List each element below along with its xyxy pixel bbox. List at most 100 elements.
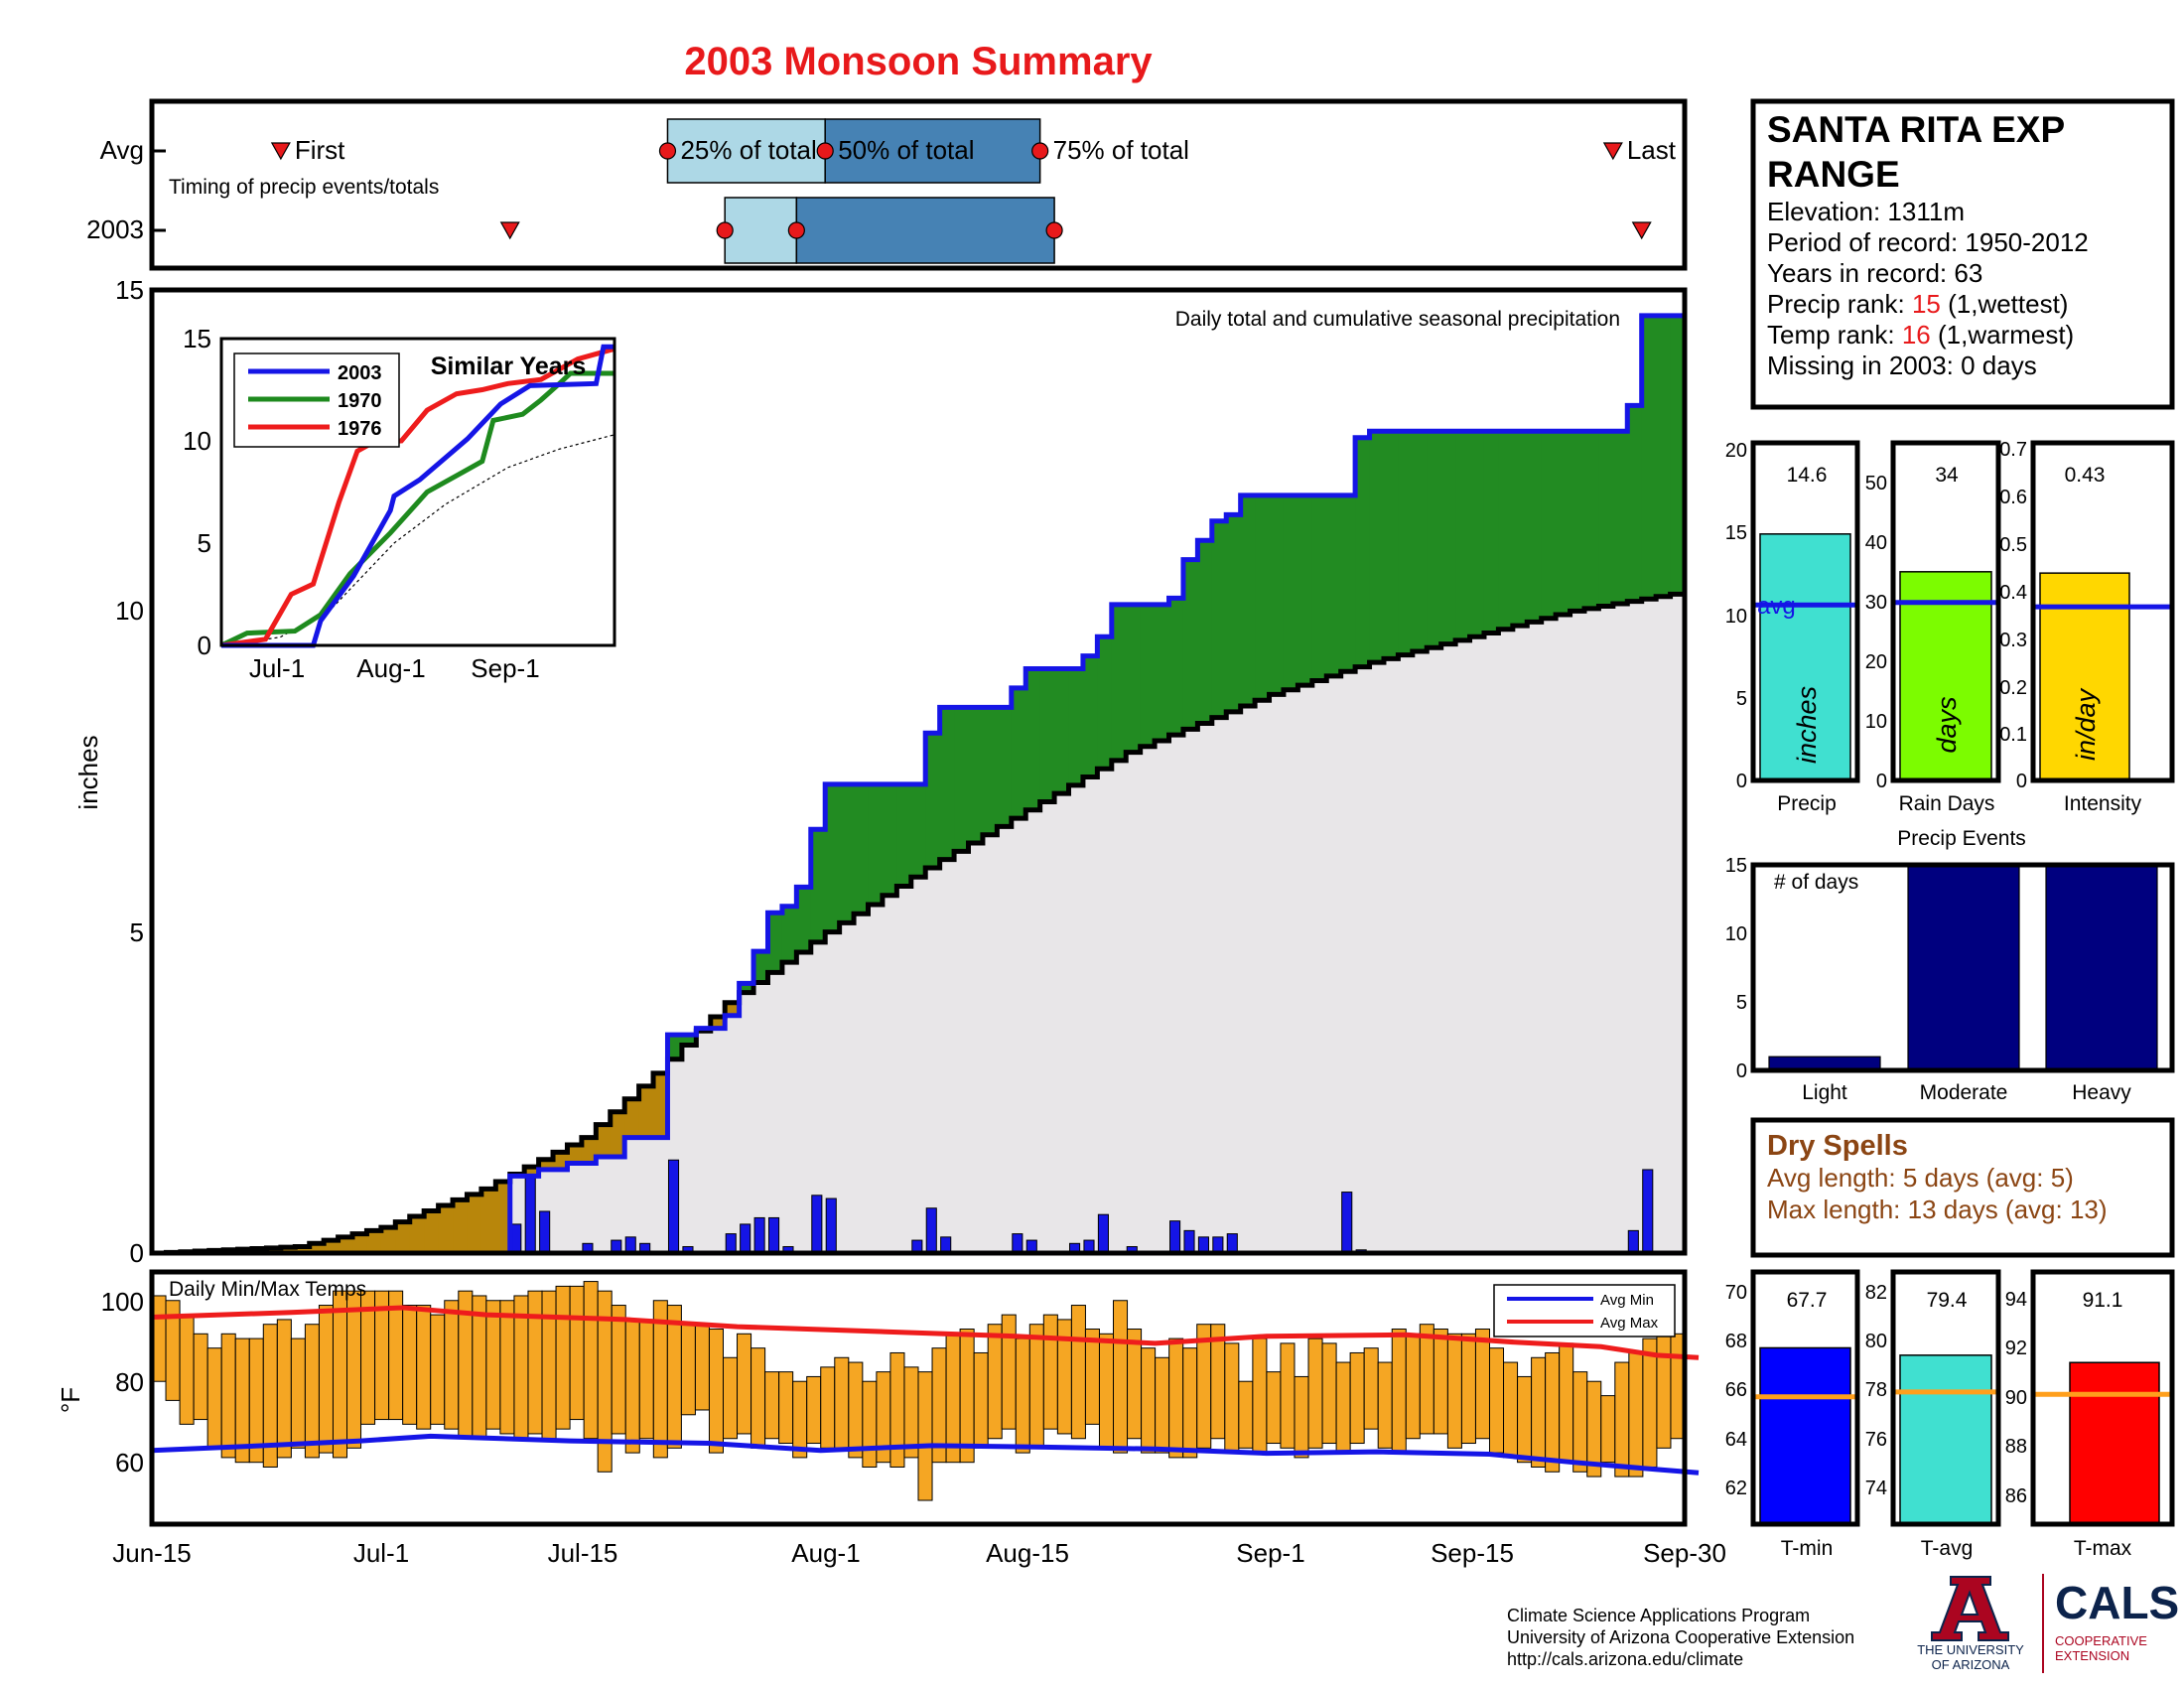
- temp-range-bar: [666, 1305, 682, 1449]
- temp-range-bar: [1266, 1371, 1282, 1445]
- above-avg-strip: [854, 783, 870, 914]
- tavg-ytick-82: 82: [1865, 1282, 1887, 1304]
- daily-precip-bar: [740, 1223, 751, 1254]
- temp-range-bar: [1642, 1337, 1658, 1468]
- tmax-ytick-92: 92: [2005, 1337, 2027, 1359]
- temp-range-bar: [1042, 1314, 1058, 1430]
- temps-panel: Daily Min/Max Temps Avg Min Avg Max °F 6…: [56, 1269, 1700, 1527]
- station-name-line1: SANTA RITA EXP: [1767, 109, 2065, 150]
- inset-title: Similar Years: [431, 352, 587, 380]
- inset-frame: [219, 337, 616, 647]
- timing-dot: [816, 142, 834, 160]
- timing-frame: [149, 98, 1688, 271]
- above-avg-strip: [1182, 559, 1198, 730]
- inset-xtick-aug: Aug-1: [356, 653, 425, 683]
- daily-precip-bar: [1226, 1233, 1238, 1254]
- above-avg-strip: [825, 783, 841, 932]
- inset-ytick-10: 10: [183, 426, 211, 456]
- intensity-summary-label: Intensity: [2064, 792, 2142, 815]
- timing-triangle: [499, 221, 520, 240]
- timing-dot: [658, 142, 677, 160]
- cumulative-2003-line: [507, 313, 1685, 1253]
- temp-range-bar: [1656, 1324, 1672, 1449]
- dry-spells-frame: [1750, 1117, 2175, 1258]
- temp-range-bar: [499, 1300, 515, 1435]
- timing-panel: Avg 2003 Timing of precip events/totals …: [86, 98, 1688, 271]
- above-avg-strip: [1598, 431, 1614, 607]
- timing-box-q25-q50: [724, 197, 798, 264]
- events-ytick-5: 5: [1736, 992, 1747, 1014]
- below-avg-strip: [467, 1194, 482, 1253]
- above-avg-strip: [1025, 668, 1041, 810]
- tmin-frame: [1750, 1269, 1860, 1527]
- above-avg-strip: [1355, 437, 1371, 667]
- cals-line1: COOPERATIVE: [2055, 1633, 2147, 1648]
- intensity-ytick-0.1: 0.1: [1999, 724, 2027, 746]
- daily-precip-bar: [1627, 1229, 1639, 1254]
- above-avg-strip: [1412, 431, 1428, 651]
- precip-frame: [149, 287, 1688, 1256]
- precip-ytick-5: 5: [130, 917, 144, 947]
- below-avg-strip: [480, 1189, 496, 1253]
- temp-range-bar: [1321, 1342, 1337, 1445]
- above-avg-strip: [839, 783, 855, 923]
- tmin-bar: [1759, 1346, 1851, 1525]
- precip-areas: [152, 315, 1686, 1253]
- tavg-ytick-74: 74: [1865, 1477, 1887, 1499]
- above-avg-strip: [667, 1035, 683, 1059]
- temp-range-bar: [945, 1333, 961, 1464]
- temp-range-bar: [430, 1314, 446, 1425]
- below-avg-strip: [395, 1221, 411, 1253]
- temp-range-bar: [1391, 1329, 1407, 1454]
- avg-cumulative-line: [152, 591, 1688, 1256]
- above-avg-strip: [1498, 431, 1514, 630]
- station-elevation: Elevation: 1311m: [1767, 197, 1965, 226]
- events-cat-light: Light: [1802, 1081, 1847, 1104]
- above-avg-strip: [1583, 431, 1600, 609]
- above-avg-strip: [1126, 604, 1142, 753]
- station-temp-rank: Temp rank: 16 (1,warmest): [1767, 320, 2074, 350]
- above-avg-strip: [954, 707, 970, 852]
- intensity-ytick-0.5: 0.5: [1999, 534, 2027, 556]
- footer-program: Climate Science Applications Program: [1507, 1606, 1810, 1625]
- precip-ytick-10: 10: [115, 596, 144, 626]
- raindays-ytick-40: 40: [1865, 532, 1887, 554]
- timing-dot: [716, 221, 734, 239]
- temps-legend: [1493, 1284, 1676, 1337]
- temp-range-bar: [708, 1329, 724, 1454]
- raindays-summary-unit: days: [1932, 696, 1962, 753]
- temp-range-bar: [1084, 1329, 1100, 1425]
- daily-precip-bar: [753, 1216, 765, 1254]
- xtick-jul1: Jul-1: [353, 1538, 409, 1568]
- tmax-bar: [2069, 1361, 2160, 1525]
- figure-title: 2003 Monsoon Summary: [684, 40, 1153, 83]
- intensity-ytick-0: 0: [2016, 771, 2027, 792]
- precip-events-panel: Precip Events # of days 0 5 10 15 Light …: [1725, 827, 2175, 1104]
- temp-range-bar: [416, 1305, 432, 1430]
- temp-range-bar: [973, 1351, 989, 1449]
- temp-range-bar: [318, 1305, 334, 1454]
- above-avg-strip: [968, 707, 984, 844]
- above-avg-strip: [767, 913, 783, 973]
- tavg-value: 79.4: [1927, 1289, 1968, 1312]
- temp-range-bar: [220, 1333, 236, 1459]
- above-avg-strip: [1483, 431, 1500, 633]
- precip-ytick-0: 0: [130, 1238, 144, 1268]
- legend-label-2003: 2003: [338, 362, 382, 384]
- xtick-aug1: Aug-1: [791, 1538, 860, 1568]
- tavg-frame: [1890, 1269, 2001, 1527]
- temp-range-bar: [820, 1366, 836, 1449]
- daily-precip-bar: [811, 1195, 823, 1254]
- above-avg-strip: [1283, 494, 1298, 690]
- temp-range-bar: [1405, 1333, 1421, 1440]
- above-avg-strip: [997, 707, 1013, 827]
- events-ytick-10: 10: [1725, 923, 1747, 945]
- above-avg-strip: [1527, 431, 1543, 623]
- daily-precip-bar: [725, 1233, 737, 1254]
- station-years: Years in record: 63: [1767, 258, 1982, 288]
- temp-range-bar: [193, 1333, 208, 1421]
- temp-range-bar: [1517, 1375, 1533, 1464]
- precip-annotation: Daily total and cumulative seasonal prec…: [1175, 308, 1620, 331]
- above-avg-strip: [1082, 655, 1098, 777]
- ua-a-mark: [1931, 1576, 2009, 1641]
